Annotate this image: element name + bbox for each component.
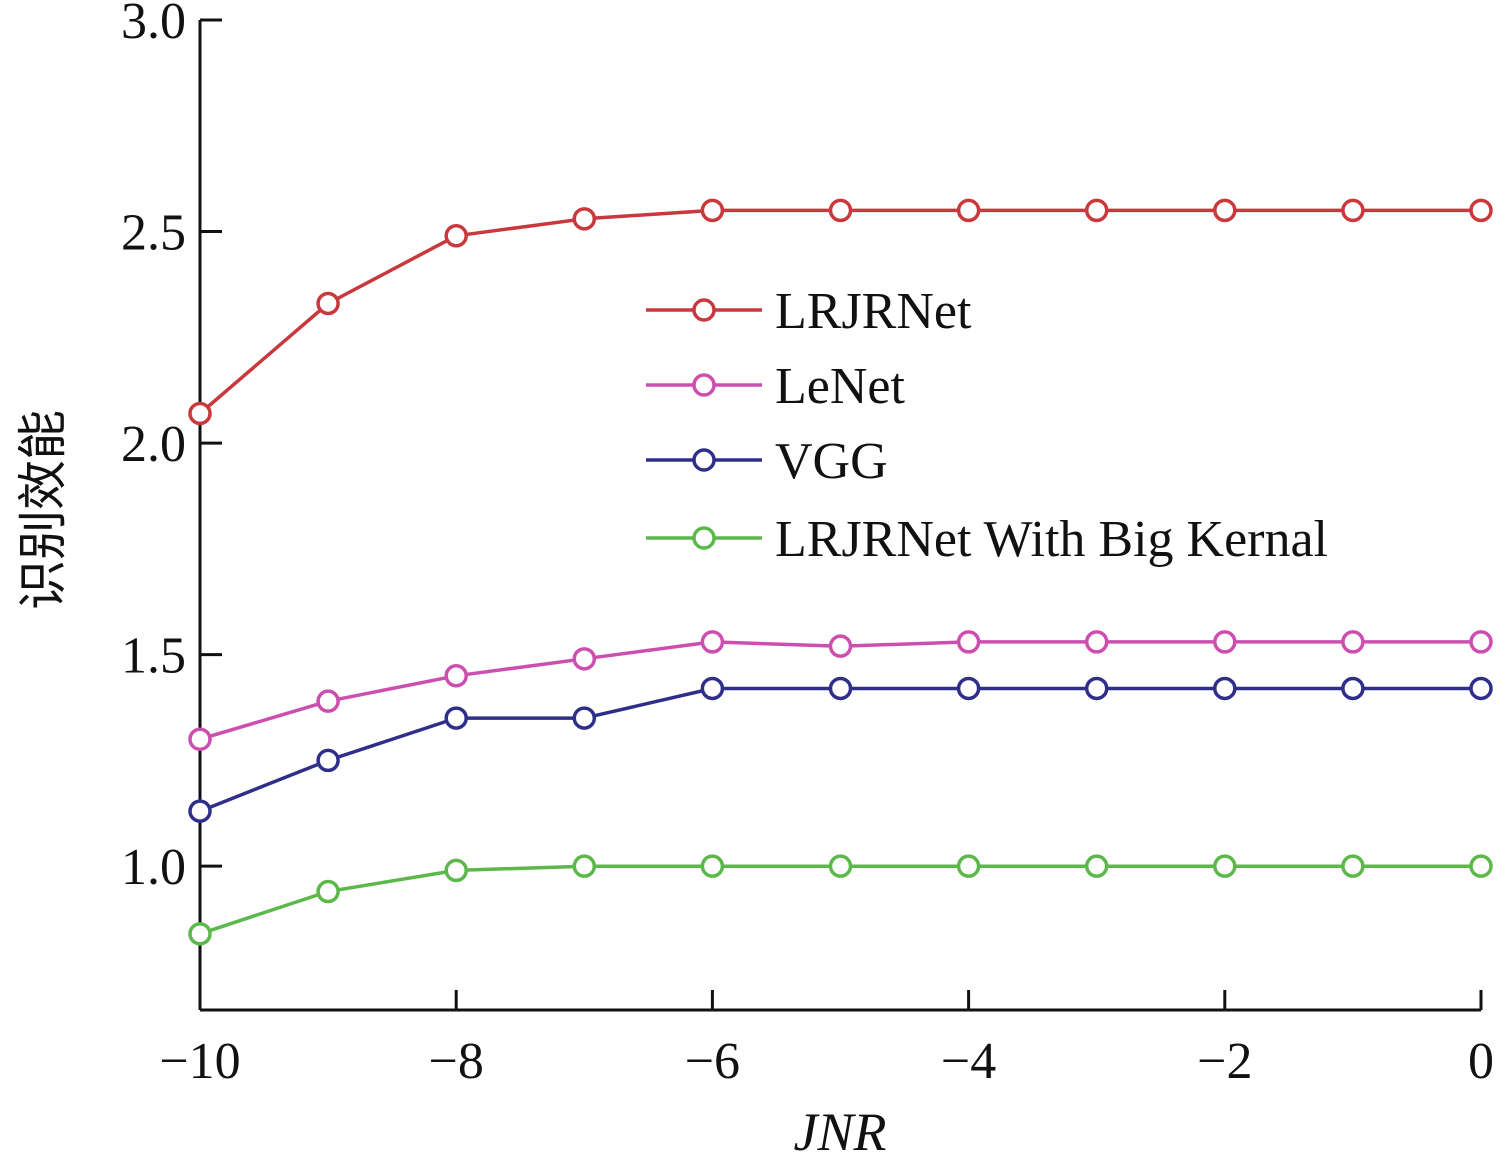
data-point	[572, 854, 597, 878]
data-point	[956, 854, 981, 878]
data-point	[316, 748, 340, 773]
y-tick-label: 2.5	[121, 205, 186, 262]
data-point	[1084, 630, 1109, 654]
data-point	[572, 706, 597, 730]
data-point	[700, 676, 725, 701]
legend-marker	[692, 448, 716, 472]
data-point	[1213, 854, 1237, 878]
y-tick-label: 2.0	[121, 416, 186, 473]
data-point	[1213, 630, 1237, 654]
data-point	[1469, 854, 1493, 878]
data-point	[956, 676, 981, 701]
data-point	[444, 664, 468, 688]
data-point	[1213, 676, 1237, 701]
series-group	[188, 198, 1493, 946]
series-3	[188, 854, 1493, 946]
series-line	[199, 686, 1481, 813]
data-point	[1084, 676, 1109, 701]
data-point	[572, 207, 597, 231]
legend-label: LeNet	[775, 358, 905, 415]
data-point	[700, 630, 725, 654]
plot-area: −10 −8 −6 −4 −2 0 1.0 1.5 2.0 2.5 3.0	[121, 0, 1494, 1090]
legend-item: LRJRNet With Big Kernal	[646, 511, 1328, 568]
data-point	[1084, 198, 1109, 223]
x-tick-label: −10	[159, 1033, 240, 1090]
data-point	[188, 401, 212, 426]
data-point	[828, 634, 853, 658]
data-point	[1469, 676, 1493, 701]
data-point	[828, 854, 853, 878]
data-point	[1469, 198, 1493, 223]
legend-marker	[692, 298, 716, 322]
legend-item: VGG	[646, 433, 888, 490]
x-tick-label: −2	[1197, 1033, 1252, 1090]
legend-label: LRJRNet	[775, 283, 972, 340]
y-tick-label: 3.0	[121, 0, 186, 50]
legend: LRJRNet LeNet VGG LRJRNet With Big Kernal	[646, 283, 1328, 568]
data-point	[1341, 630, 1365, 654]
data-point	[1469, 630, 1493, 654]
x-tick-label: 0	[1468, 1033, 1494, 1090]
series-0	[188, 198, 1493, 426]
data-point	[572, 647, 597, 671]
data-point	[316, 689, 340, 713]
data-point	[1084, 854, 1109, 878]
data-point	[188, 727, 212, 751]
data-point	[700, 198, 725, 223]
legend-item: LeNet	[646, 358, 905, 415]
y-tick-label: 1.0	[121, 839, 186, 896]
y-axis-label: 识别效能	[14, 410, 72, 610]
x-tick-label: −8	[429, 1033, 484, 1090]
y-ticks: 1.0 1.5 2.0 2.5 3.0	[121, 0, 222, 896]
series-2	[188, 676, 1493, 823]
data-point	[444, 224, 468, 248]
data-point	[828, 198, 853, 223]
data-point	[700, 854, 725, 878]
data-point	[444, 706, 468, 730]
data-point	[188, 922, 212, 946]
y-tick-label: 1.5	[121, 628, 186, 685]
data-point	[1213, 198, 1237, 223]
legend-marker	[692, 526, 716, 550]
x-axis-label: JNR	[794, 1102, 887, 1159]
data-point	[1341, 676, 1365, 701]
data-point	[316, 879, 340, 904]
data-point	[956, 630, 981, 654]
data-point	[444, 858, 468, 883]
legend-label: VGG	[775, 433, 888, 490]
legend-label: LRJRNet With Big Kernal	[775, 511, 1328, 568]
legend-marker	[692, 373, 716, 397]
data-point	[956, 198, 981, 223]
x-tick-label: −4	[941, 1033, 996, 1090]
data-point	[316, 291, 340, 316]
x-tick-label: −6	[685, 1033, 740, 1090]
x-ticks: −10 −8 −6 −4 −2 0	[159, 990, 1494, 1090]
series-1	[188, 630, 1493, 751]
data-point	[1341, 198, 1365, 223]
data-point	[188, 799, 212, 823]
data-point	[828, 676, 853, 701]
legend-item: LRJRNet	[646, 283, 972, 340]
data-point	[1341, 854, 1365, 878]
